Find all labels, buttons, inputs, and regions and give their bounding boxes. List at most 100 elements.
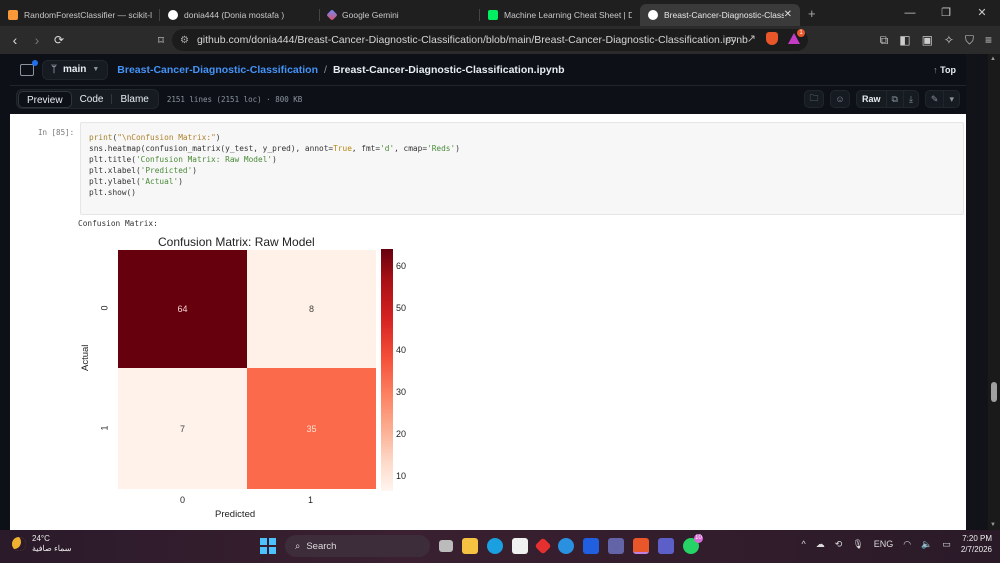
code-line-3: plt.title('Confusion Matrix: Raw Model') [89,155,277,164]
sync-icon[interactable]: ⟲ [834,538,843,549]
tab-breast-cancer-repo[interactable]: Breast-Cancer-Diagnostic-Classif ✕ [640,3,800,26]
raw-button[interactable]: Raw [857,90,887,108]
y-axis-label: Actual [80,344,91,371]
scroll-down-arrow-icon[interactable]: ▼ [990,522,996,528]
brave-shields-icon[interactable] [766,32,778,45]
tab-preview[interactable]: Preview [18,90,72,108]
show-hidden-icons-chevron-icon[interactable]: ^ [801,539,806,549]
file-toolbar: Preview Code Blame 2151 lines (2151 loc)… [10,86,966,112]
branch-selector[interactable]: ᛘ main ▼ [42,59,109,80]
scroll-thumb[interactable] [991,382,997,402]
tab-code[interactable]: Code [79,93,104,105]
top-button[interactable]: ↑ Top [933,64,956,75]
github-favicon-icon [648,9,658,20]
back-button[interactable]: ‹ [12,32,18,48]
whatsapp-icon[interactable]: 10 [683,534,703,554]
copy-raw-button[interactable]: ⧉ [887,90,904,108]
help-app-icon[interactable] [558,538,574,554]
forward-button[interactable]: › [34,32,40,48]
code-line-6: plt.show() [89,188,136,197]
mic-muted-icon[interactable]: 🎙 [852,538,864,549]
task-view-icon[interactable] [439,540,453,552]
restore-button[interactable]: ❐ [941,7,951,19]
system-tray: ^ ☁ ⟲ 🎙 ENG ◠ 🔈 ▭ 7:20 PM 2/7/2026 [802,533,992,555]
bookmark-icon[interactable]: ⌑ [158,34,164,47]
language-indicator[interactable]: ENG [873,539,894,549]
open-in-codespace-button[interactable]: 🗀 [803,90,824,108]
reload-button[interactable]: ⟳ [53,33,65,47]
edit-pencil-button[interactable]: ✎ [926,90,945,108]
new-tab-button[interactable]: + [808,5,816,21]
file-tree-toggle-icon[interactable] [20,59,38,76]
url-bar[interactable]: ⚙ github.com/donia444/Breast-Cancer-Diag… [172,29,808,51]
arrow-up-icon: ↑ [933,64,941,75]
close-window-button[interactable]: ✕ [977,7,987,19]
microsoft-store-icon[interactable] [512,538,528,554]
screenshot-icon[interactable]: ⧉ [879,32,889,47]
share-icon[interactable]: ↗ [746,33,756,45]
url-text: github.com/donia444/Breast-Cancer-Diagno… [196,34,748,46]
page-gutter [966,54,988,530]
colorbar-tick-50: 50 [396,303,407,313]
start-button[interactable] [260,538,276,554]
weather-widget[interactable]: 24°C سماء صافية [12,534,72,554]
leo-ai-icon[interactable]: ✧ [943,33,954,47]
colorbar-tick-20: 20 [396,429,407,439]
confusion-matrix-heatmap: Confusion Matrix: Raw Model 64 8 7 35 0 … [76,231,426,523]
teams-icon[interactable] [608,538,624,554]
notebook-content: In [85]: print("\nConfusion Matrix:") sn… [10,114,966,530]
file-header: ᛘ main ▼ Breast-Cancer-Diagnostic-Classi… [10,54,966,86]
cast-icon[interactable]: ▭ [726,33,737,45]
file-explorer-icon[interactable] [462,538,478,554]
close-tab-icon[interactable]: ✕ [783,9,792,20]
brave-browser-icon[interactable] [633,538,649,554]
raw-actions-group: Raw ⧉ ⤓ [855,90,919,108]
site-settings-icon[interactable]: ⚙ [180,34,189,46]
edit-actions-group: ✎ ▾ [924,90,960,108]
breadcrumb-file: Breast-Cancer-Diagnostic-Classification.… [332,63,565,76]
cell-output-text: Confusion Matrix: [78,219,158,228]
page-scrollbar[interactable]: ▲ ▼ [988,54,1000,530]
clock[interactable]: 7:20 PM 2/7/2026 [960,534,992,554]
app-diamond-icon[interactable] [534,537,552,555]
browser-tab-bar: RandomForestClassifier — scikit-lear don… [0,0,1000,26]
edge-icon[interactable] [487,538,503,554]
battery-icon[interactable]: ▭ [942,538,951,549]
datacamp-favicon-icon [488,9,498,20]
tab-datacamp[interactable]: Machine Learning Cheat Sheet | Data [480,4,640,26]
volume-icon[interactable]: 🔈 [921,538,933,549]
wallet-icon[interactable]: ▣ [921,33,933,47]
teams-work-icon[interactable] [658,538,674,554]
colorbar-tick-30: 30 [396,387,407,397]
copilot-icon: ☺ [835,94,845,104]
sidebar-icon[interactable]: ◧ [899,33,911,47]
file-info: 2151 lines (2151 loc) · 800 KB [166,94,303,104]
tab-blame[interactable]: Blame [120,93,149,105]
copilot-button[interactable]: ☺ [829,90,850,108]
brave-rewards-icon[interactable]: 1 [788,29,805,44]
y-tick-1: 1 [99,425,110,431]
colorbar-tick-40: 40 [396,345,407,355]
tab-sklearn[interactable]: RandomForestClassifier — scikit-lear [0,4,160,26]
taskbar-search[interactable]: ⌕ Search [285,535,430,557]
onedrive-icon[interactable]: ☁ [815,538,825,549]
more-edit-options-button[interactable]: ▾ [949,94,954,104]
code-line-5: plt.ylabel('Actual') [89,177,183,186]
chart-title: Confusion Matrix: Raw Model [158,235,315,249]
colorbar-tick-60: 60 [396,261,407,271]
view-mode-tabs: Preview Code Blame [16,89,159,109]
tab-gemini[interactable]: Google Gemini [320,4,480,26]
tab-github-profile[interactable]: donia444 (Donia mostafa ) [160,4,320,26]
scroll-up-arrow-icon[interactable]: ▲ [990,56,996,62]
dropbox-icon[interactable] [583,538,599,554]
moon-icon [12,537,26,551]
minimize-button[interactable]: — [904,7,916,19]
cell-prompt: In [85]: [38,128,75,137]
download-button[interactable]: ⤓ [908,94,913,104]
breadcrumb-repo-link[interactable]: Breast-Cancer-Diagnostic-Classification [117,63,319,76]
wifi-icon[interactable]: ◠ [903,538,912,549]
menu-icon[interactable]: ≡ [984,33,992,47]
vpn-shield-icon[interactable]: ⛉ [964,32,974,47]
folder-plus-icon: 🗀 [809,93,819,103]
y-tick-0: 0 [99,305,110,311]
